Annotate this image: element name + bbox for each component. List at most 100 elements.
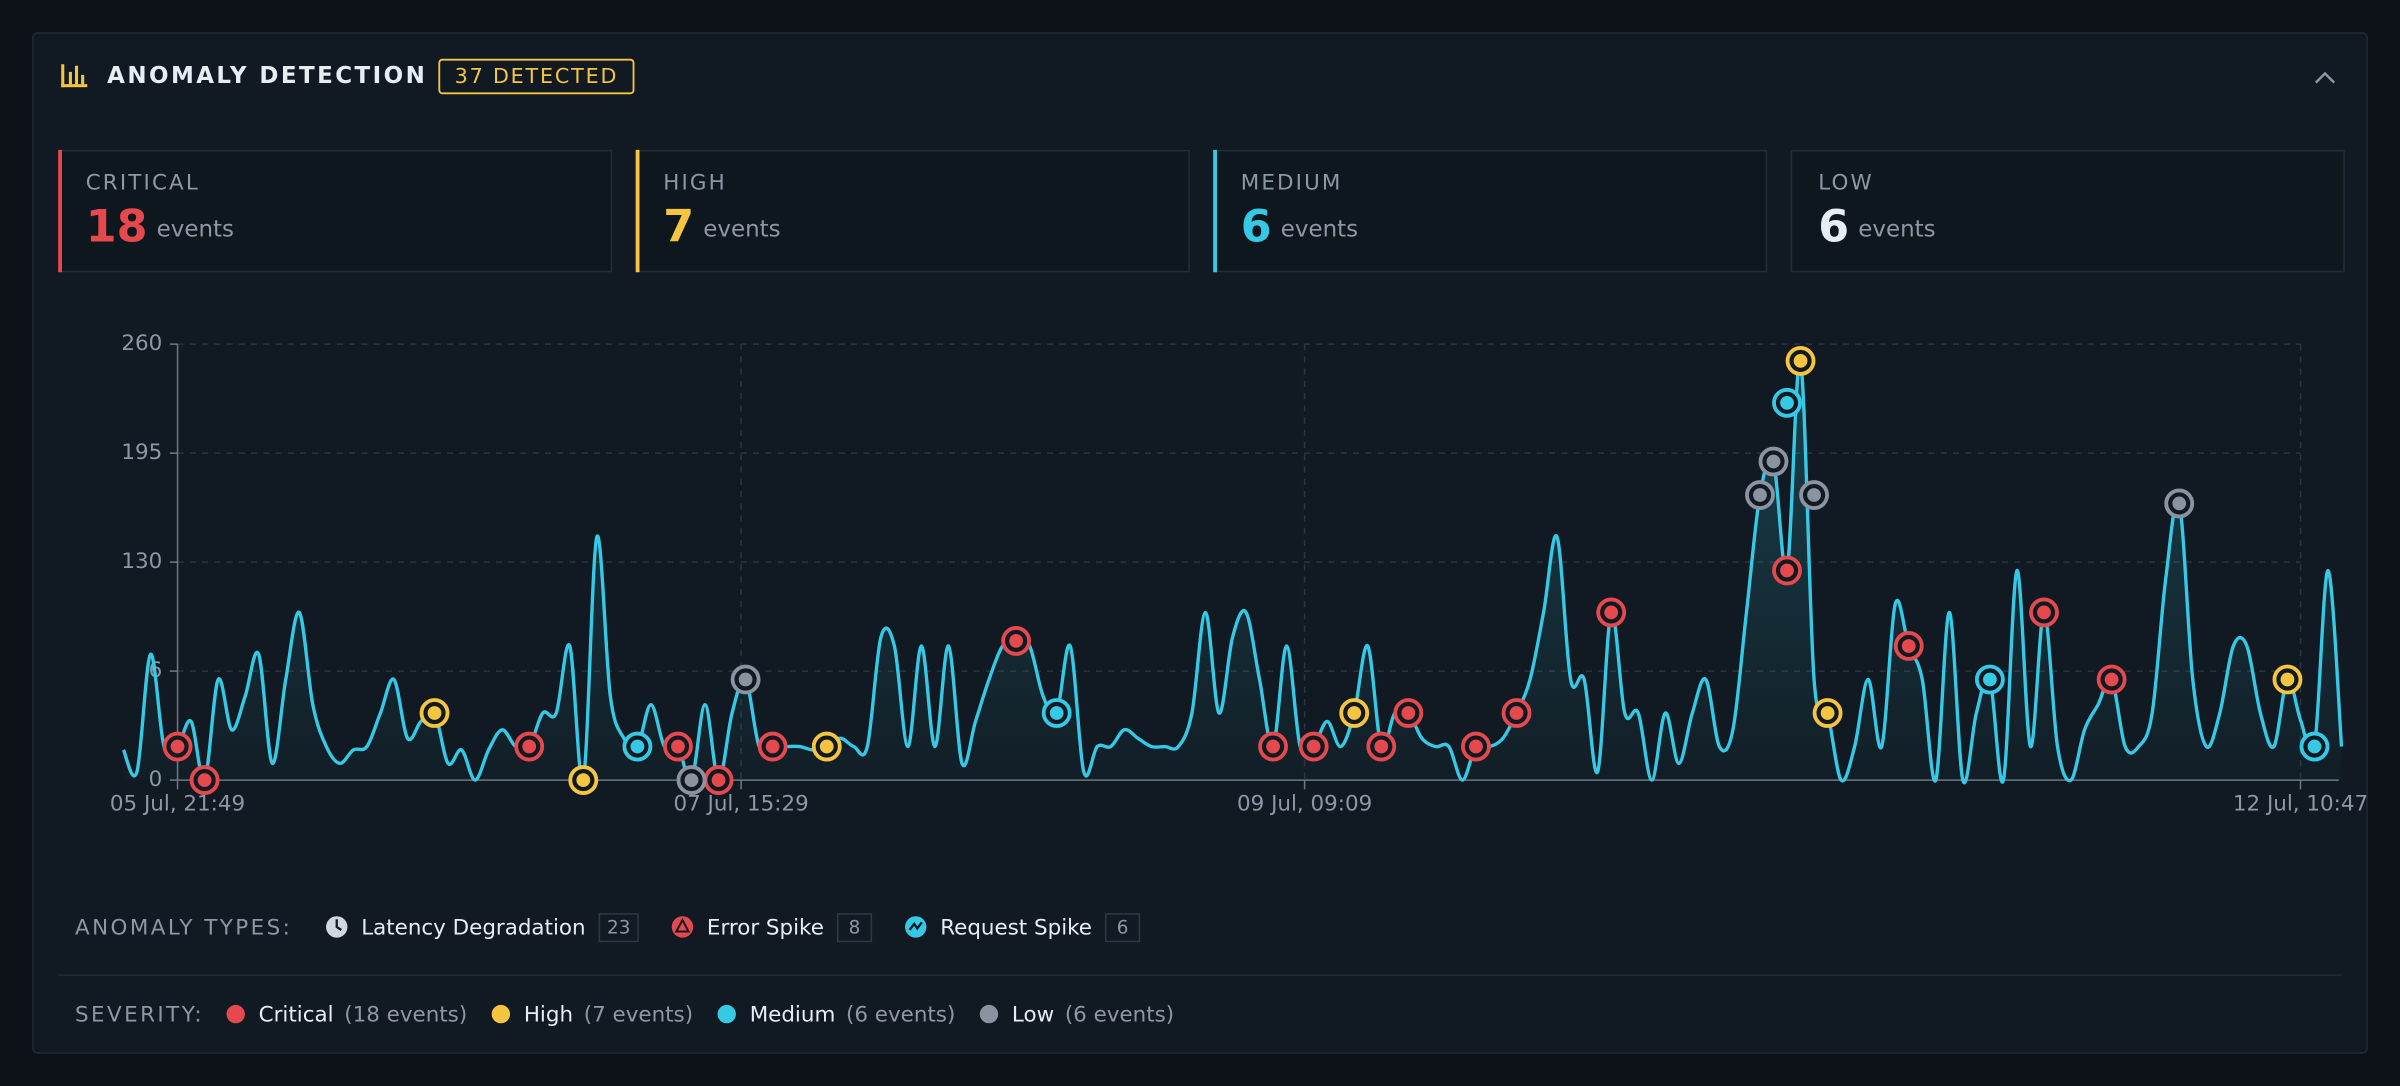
anomaly-marker xyxy=(514,731,545,762)
marker-dot xyxy=(1901,639,1916,653)
type-name: Request Spike xyxy=(940,915,1092,940)
marker-dot xyxy=(1793,354,1808,368)
x-tick-label: 09 Jul, 09:09 xyxy=(1237,792,1372,817)
type-count-box xyxy=(598,913,639,943)
card-accent xyxy=(635,149,640,273)
marker-dot xyxy=(1604,605,1619,620)
badge xyxy=(438,58,635,95)
anomaly-marker xyxy=(1393,698,1424,728)
legend-count: (6 events) xyxy=(1065,1003,1174,1028)
type-icon xyxy=(326,916,348,938)
legend-name: Critical xyxy=(259,1003,334,1028)
marker-dot xyxy=(1009,634,1023,648)
marker-dot xyxy=(522,739,537,754)
summary-card xyxy=(1213,149,1768,273)
anomaly-marker xyxy=(1596,597,1627,628)
marker-dot xyxy=(711,773,726,787)
marker-dot xyxy=(1401,706,1416,720)
anomaly-marker xyxy=(703,765,734,795)
legend-dot xyxy=(491,1004,511,1024)
legend-name: Low xyxy=(1012,1003,1054,1028)
card-unit: events xyxy=(1858,216,1935,242)
anomaly-marker xyxy=(1812,698,1843,728)
card-count: 18 xyxy=(86,201,148,252)
type-count-box xyxy=(836,913,873,943)
summary-card xyxy=(1790,149,2345,273)
anomaly-marker xyxy=(1501,698,1532,728)
legend-dot xyxy=(226,1004,245,1024)
type-icon xyxy=(905,916,927,938)
marker-dot xyxy=(2037,605,2051,620)
y-tick-label: 195 xyxy=(121,440,162,465)
card-unit: events xyxy=(1281,216,1358,242)
x-tick-label: 07 Jul, 15:29 xyxy=(673,792,808,817)
anomaly-marker xyxy=(1974,664,2005,695)
card-value: 6 events xyxy=(1818,201,1935,252)
card-count: 6 xyxy=(1241,201,1272,252)
anomaly-marker xyxy=(1041,698,1072,728)
marker-dot xyxy=(1820,706,1835,720)
legend-count: (7 events) xyxy=(584,1003,693,1028)
card-label: CRITICAL xyxy=(86,171,200,196)
collapse-button[interactable] xyxy=(2314,71,2336,84)
card-accent xyxy=(58,149,62,273)
marker-dot xyxy=(1049,706,1064,720)
marker-dot xyxy=(765,739,780,754)
anomaly-marker xyxy=(1366,731,1397,762)
type-icon xyxy=(671,916,694,938)
anomaly-marker xyxy=(2164,488,2195,519)
marker-dot xyxy=(2104,672,2119,687)
marker-dot xyxy=(197,773,212,787)
badge-text: 37 DETECTED xyxy=(455,64,619,88)
card-label: MEDIUM xyxy=(1241,171,1343,196)
marker-dot xyxy=(1374,739,1389,754)
icon-glyph xyxy=(674,917,691,933)
anomaly-marker xyxy=(1785,346,1816,376)
anomaly-marker xyxy=(1461,731,1491,762)
marker-dot xyxy=(671,739,685,754)
anomaly-marker xyxy=(419,698,450,728)
card-unit: events xyxy=(703,216,780,242)
marker-dot xyxy=(1780,395,1794,410)
area xyxy=(123,359,2342,783)
marker-dot xyxy=(1766,454,1781,469)
panel xyxy=(32,32,2368,1054)
anomaly-marker xyxy=(622,731,653,762)
anomaly-marker xyxy=(1772,387,1802,418)
marker-dot xyxy=(1807,488,1821,502)
marker-dot xyxy=(819,739,834,754)
legend-name: High xyxy=(524,1003,573,1028)
icon-glyph xyxy=(908,921,923,931)
type-count-box xyxy=(1104,913,1141,943)
marker-dot xyxy=(2307,739,2322,754)
anomaly-marker xyxy=(676,765,707,795)
anomaly-marker xyxy=(2272,664,2303,695)
panel-title: ANOMALY DETECTION xyxy=(107,63,427,89)
icon-glyph xyxy=(335,919,342,931)
anomaly-marker xyxy=(730,664,761,695)
anomaly-marker xyxy=(2029,597,2059,628)
anomaly-marker xyxy=(189,765,220,795)
card-unit: events xyxy=(157,216,234,242)
marker-dot xyxy=(1469,739,1483,754)
card-value: 18 events xyxy=(86,201,234,252)
x-tick-label: 05 Jul, 21:49 xyxy=(110,792,245,817)
legend-count: (18 events) xyxy=(344,1003,467,1028)
marker-dot xyxy=(1780,563,1794,578)
marker-dot xyxy=(576,773,591,787)
types-label: ANOMALY TYPES: xyxy=(75,915,292,940)
card-accent xyxy=(1213,149,1217,273)
anomaly-marker xyxy=(1745,480,1775,510)
card-count: 6 xyxy=(1818,201,1849,252)
anomaly-marker xyxy=(1339,698,1370,728)
marker-dot xyxy=(427,706,442,720)
card-value: 7 events xyxy=(663,201,780,252)
card-label: LOW xyxy=(1818,171,1874,196)
marker-dot xyxy=(630,739,645,754)
anomaly-marker xyxy=(757,731,788,762)
anomaly-marker xyxy=(811,731,842,762)
severity-label: SEVERITY: xyxy=(75,1003,204,1028)
card-count: 7 xyxy=(663,201,694,252)
